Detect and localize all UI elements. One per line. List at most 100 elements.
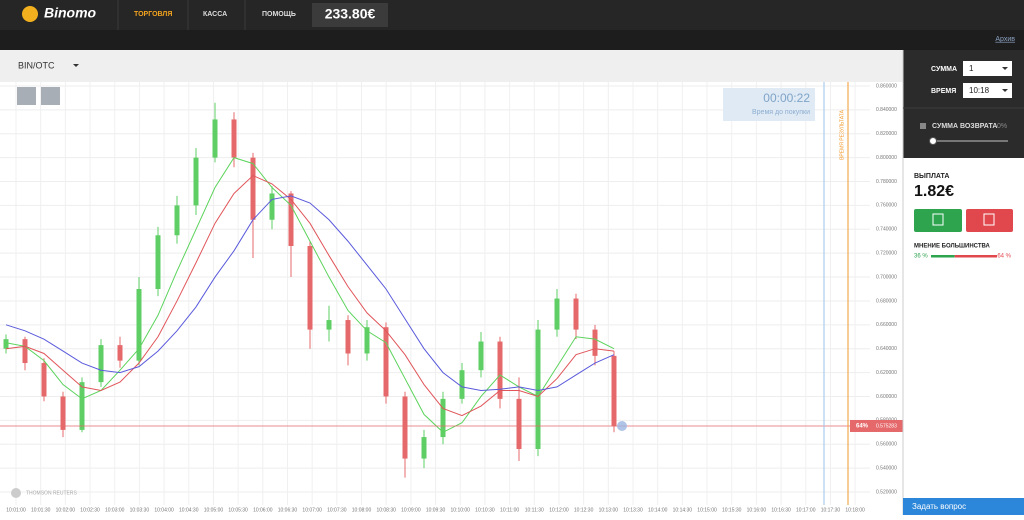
price-tag-pct: 64% — [856, 424, 869, 430]
candle-body — [250, 157, 256, 220]
candle-body — [459, 370, 465, 399]
candle-body — [364, 327, 370, 354]
candle-body — [611, 355, 617, 427]
x-tick-label: 10:15:30 — [722, 507, 742, 513]
candle-body — [516, 398, 522, 450]
y-tick-label: 0.780000 — [876, 179, 897, 185]
slider-knob[interactable] — [929, 137, 937, 145]
candle-body — [288, 193, 294, 247]
x-tick-label: 10:02:00 — [56, 507, 76, 513]
candle-body — [478, 341, 484, 371]
x-tick-label: 10:17:00 — [796, 507, 816, 513]
put-icon — [983, 213, 995, 226]
sub-bar — [0, 30, 1024, 50]
candle-body — [41, 363, 47, 397]
plot: 10:01:00 10:01:30 10:02:00 10:02:30 10:03:00… — [0, 82, 903, 513]
x-tick-label: 10:08:00 — [352, 507, 372, 513]
y-tick-label: 0.740000 — [876, 227, 897, 233]
x-tick-label: 10:16:00 — [747, 507, 767, 513]
time-label: ВРЕМЯ — [931, 88, 956, 95]
amount-input[interactable] — [963, 61, 1012, 76]
time[interactable]: 10:18 — [969, 86, 990, 95]
call-button[interactable] — [914, 209, 962, 232]
x-tick-label: 10:16:30 — [771, 507, 791, 513]
majority-down: 64 % — [997, 254, 1011, 260]
y-tick-label: 0.620000 — [876, 370, 897, 376]
x-tick-label: 10:11:00 — [500, 507, 519, 513]
x-tick-label: 10:10:00 — [451, 507, 471, 513]
timer-box — [723, 88, 815, 121]
amount[interactable]: 1 — [969, 64, 974, 73]
moving-average — [5, 157, 615, 433]
dropdown-arrow — [1002, 67, 1008, 70]
y-tick-label: 0.720000 — [876, 251, 897, 257]
checkbox[interactable] — [920, 123, 926, 129]
x-tick-label: 10:05:30 — [228, 507, 248, 513]
candle-body — [402, 396, 408, 459]
candle-body — [383, 327, 389, 397]
x-tick-label: 10:14:00 — [648, 507, 668, 513]
help-bar[interactable] — [903, 498, 1024, 515]
candle-body — [212, 119, 218, 158]
x-tick-label: 10:12:00 — [549, 507, 569, 513]
majority-down-bar — [954, 255, 997, 258]
x-tick-label: 10:13:00 — [599, 507, 619, 513]
candle-body — [592, 329, 598, 356]
candle-body — [79, 382, 85, 430]
nav-item[interactable]: ТОРГОВЛЯ — [134, 11, 172, 18]
nav-item[interactable]: ПОМОЩЬ — [262, 11, 296, 18]
candle-body — [554, 298, 560, 330]
timer: 00:00:22 — [763, 91, 810, 105]
x-tick-label: 10:13:30 — [623, 507, 643, 513]
archive-link[interactable]: Архив — [995, 36, 1015, 43]
x-tick-label: 10:02:30 — [80, 507, 100, 513]
moving-average — [5, 174, 615, 417]
result-line-label: ВРЕМЯ РЕЗУЛЬТАТА — [839, 109, 845, 159]
candle-body — [269, 193, 275, 220]
tool-button[interactable] — [41, 87, 60, 105]
x-tick-label: 10:08:30 — [376, 507, 396, 513]
nav-item[interactable]: КАССА — [203, 11, 227, 18]
x-tick-label: 10:05:00 — [204, 507, 224, 513]
x-tick-label: 10:03:30 — [130, 507, 150, 513]
candle-body — [497, 341, 503, 399]
timer-caption: Время до покупки — [752, 109, 810, 116]
x-tick-label: 10:01:30 — [31, 507, 51, 513]
y-tick-label: 0.540000 — [876, 465, 897, 471]
chart-panel — [0, 50, 903, 515]
x-tick-label: 10:06:00 — [253, 507, 273, 513]
help[interactable]: Задать вопрос — [912, 502, 966, 511]
x-tick-label: 10:15:00 — [697, 507, 717, 513]
candle-body — [193, 157, 199, 206]
y-tick-label: 0.800000 — [876, 155, 897, 161]
y-tick-label: 0.600000 — [876, 394, 897, 400]
tool-button[interactable] — [17, 87, 36, 105]
x-tick-label: 10:11:30 — [525, 507, 544, 513]
top-bar — [0, 0, 1024, 30]
put-button[interactable] — [966, 209, 1013, 232]
x-tick-label: 10:18:00 — [845, 507, 865, 513]
candle-body — [307, 246, 313, 330]
asset[interactable]: BIN/OTC — [18, 60, 55, 70]
y-tick-label: 0.560000 — [876, 442, 897, 448]
x-tick-label: 10:07:30 — [327, 507, 347, 513]
y-tick-label: 0.640000 — [876, 346, 897, 352]
y-tick-label: 0.660000 — [876, 322, 897, 328]
y-tick-label: 0.820000 — [876, 131, 897, 137]
price-tag-value: 0.575283 — [876, 423, 897, 429]
majority-up-bar — [931, 255, 955, 258]
y-tick-label: 0.860000 — [876, 83, 897, 89]
time-input[interactable] — [963, 83, 1012, 98]
candle-body — [440, 398, 446, 438]
asset-bar — [0, 50, 903, 82]
provider: THOMSON REUTERS — [26, 490, 78, 496]
candle-body — [98, 345, 104, 383]
y-tick-label: 0.700000 — [876, 274, 897, 280]
asset-dropdown[interactable] — [73, 64, 79, 67]
logo: Binomo — [44, 5, 97, 21]
candle-body — [22, 339, 28, 364]
x-tick-label: 10:09:00 — [401, 507, 421, 513]
y-tick-label: 0.840000 — [876, 107, 897, 113]
x-tick-label: 10:06:30 — [278, 507, 298, 513]
payout-label: ВЫПЛАТА — [914, 173, 949, 180]
